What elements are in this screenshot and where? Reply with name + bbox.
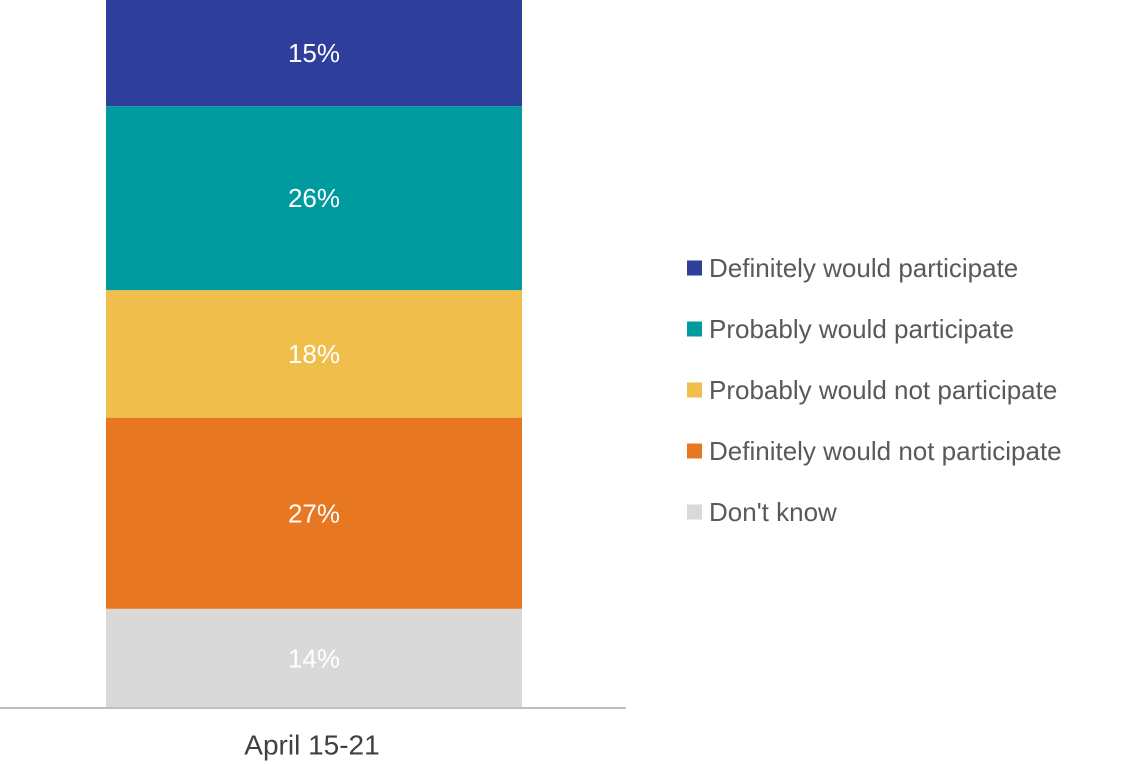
legend: Definitely would participate Probably wou… bbox=[687, 253, 1062, 527]
data-label-5: 14% bbox=[288, 643, 340, 673]
legend-label-1: Definitely would participate bbox=[709, 253, 1018, 283]
legend-label-5: Don't know bbox=[709, 497, 837, 527]
legend-label-3: Probably would not participate bbox=[709, 375, 1057, 405]
bar-segment-5 bbox=[106, 608, 522, 708]
bar-segment-1 bbox=[106, 0, 522, 107]
legend-swatch-5 bbox=[687, 504, 702, 520]
data-label-2: 26% bbox=[288, 183, 340, 213]
data-label-4: 27% bbox=[288, 498, 340, 528]
legend-swatch-4 bbox=[687, 443, 702, 459]
legend-label-4: Definitely would not participate bbox=[709, 436, 1062, 466]
data-label-3: 18% bbox=[288, 339, 340, 369]
legend-swatch-2 bbox=[687, 321, 702, 337]
bar-segment-2 bbox=[106, 106, 522, 291]
data-label-1: 15% bbox=[288, 38, 340, 68]
bar-segment-3 bbox=[106, 290, 522, 418]
bar-segment-4 bbox=[106, 417, 522, 609]
category-label: April 15-21 bbox=[244, 730, 379, 761]
legend-label-2: Probably would participate bbox=[709, 314, 1014, 344]
bar-group: 15% 26% 18% 27% 14% bbox=[106, 0, 522, 708]
legend-swatch-3 bbox=[687, 382, 702, 398]
legend-swatch-1 bbox=[687, 260, 702, 276]
